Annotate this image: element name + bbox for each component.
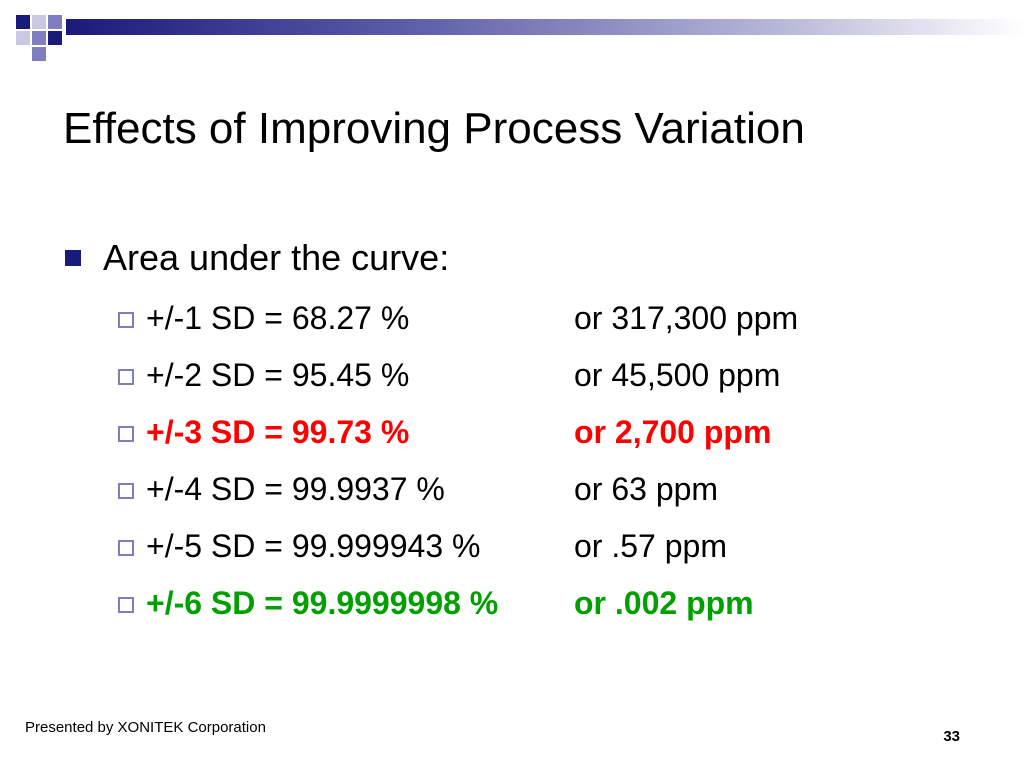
sd-percent: +/-3 SD = 99.73 % [146, 414, 410, 450]
hollow-square-bullet-icon [118, 540, 134, 556]
sd-percent: +/-2 SD = 95.45 % [146, 357, 410, 393]
list-item: +/-2 SD = 95.45 % or 45,500 ppm [112, 350, 912, 407]
logo-square [32, 15, 46, 29]
list-item: +/-4 SD = 99.9937 % or 63 ppm [112, 464, 912, 521]
slide-title: Effects of Improving Process Variation [63, 104, 805, 153]
ppm-value: or 63 ppm [574, 471, 719, 507]
ppm-value: or 2,700 ppm [574, 414, 772, 450]
page-number: 33 [943, 728, 960, 745]
ppm-value: or 317,300 ppm [574, 300, 799, 336]
list-item-highlighted-green: +/-6 SD = 99.9999998 % or .002 ppm [112, 578, 912, 635]
sd-percent: +/-6 SD = 99.9999998 % [146, 585, 499, 621]
list-item: +/-1 SD = 68.27 % or 317,300 ppm [112, 293, 912, 350]
logo-square [16, 15, 30, 29]
sd-percent: +/-4 SD = 99.9937 % [146, 471, 445, 507]
footer-presenter: Presented by XONITEK Corporation [25, 719, 266, 736]
hollow-square-bullet-icon [118, 369, 134, 385]
logo-square [32, 47, 46, 61]
square-bullet-icon [65, 250, 81, 266]
header-gradient-bar [66, 19, 1024, 35]
sd-percent: +/-1 SD = 68.27 % [146, 300, 410, 336]
ppm-value: or .57 ppm [574, 528, 727, 564]
logo-square [32, 31, 46, 45]
hollow-square-bullet-icon [118, 426, 134, 442]
hollow-square-bullet-icon [118, 483, 134, 499]
sd-percent: +/-5 SD = 99.999943 % [146, 528, 481, 564]
bullet-text: Area under the curve: [103, 237, 450, 278]
logo-square [48, 31, 62, 45]
logo-square [48, 15, 62, 29]
ppm-value: or .002 ppm [574, 585, 754, 621]
ppm-value: or 45,500 ppm [574, 357, 781, 393]
hollow-square-bullet-icon [118, 597, 134, 613]
list-item-highlighted-red: +/-3 SD = 99.73 % or 2,700 ppm [112, 407, 912, 464]
list-item: +/-5 SD = 99.999943 % or .57 ppm [112, 521, 912, 578]
hollow-square-bullet-icon [118, 312, 134, 328]
sub-bullet-list: +/-1 SD = 68.27 % or 317,300 ppm +/-2 SD… [112, 293, 912, 635]
logo-square [16, 31, 30, 45]
